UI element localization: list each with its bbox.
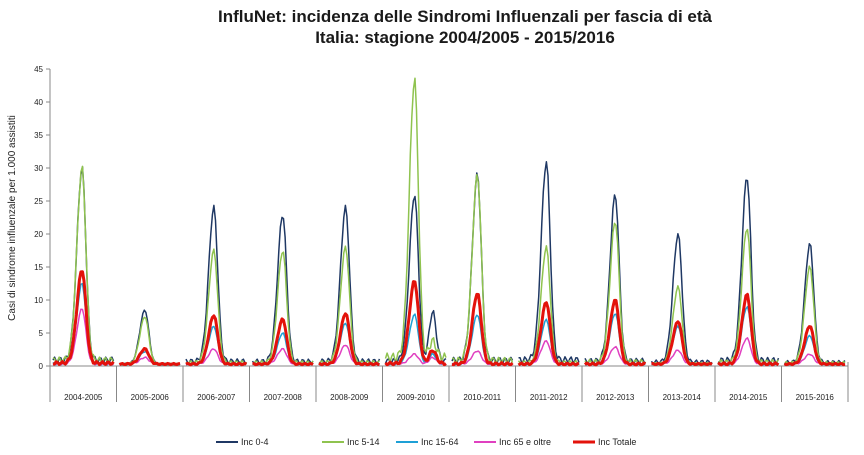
season-label: 2009-2010 <box>397 393 436 402</box>
legend-label: Inc 15-64 <box>421 437 459 447</box>
series-line-inc-totale <box>118 347 181 367</box>
series-line-inc-5-14 <box>584 222 647 365</box>
series-line-inc-totale <box>717 292 780 367</box>
series-line-inc-totale <box>318 312 380 367</box>
series-line-inc-5-14 <box>252 251 314 366</box>
series-line-inc-15-64 <box>717 305 779 366</box>
series-line-inc-15-64 <box>52 282 114 366</box>
series-line-inc-0-4 <box>318 204 381 365</box>
season-label: 2015-2016 <box>796 393 835 402</box>
series-line-inc-5-14 <box>384 77 447 363</box>
series-line-inc-65-e-oltre <box>52 308 114 366</box>
series-line-inc-totale <box>651 320 713 367</box>
y-tick-label: 0 <box>39 362 44 371</box>
y-tick-label: 10 <box>34 296 43 305</box>
y-tick-label: 5 <box>39 329 44 338</box>
series-line-inc-totale <box>252 317 314 367</box>
season-label: 2012-2013 <box>596 393 635 402</box>
series-line-inc-15-64 <box>584 313 646 366</box>
season-label: 2013-2014 <box>663 393 702 402</box>
legend: Inc 0-4 Inc 5-14 Inc 15-64 Inc 65 e oltre In… <box>216 437 636 447</box>
y-tick-label: 15 <box>34 263 43 272</box>
y-axis-label: Casi di sindrome influenzale per 1.000 a… <box>7 115 18 321</box>
season-label: 2014-2015 <box>729 393 768 402</box>
axes-group: 0 5 10 15 20 25 30 35 40 45 2004-2005 2005-2006 2006… <box>34 65 849 402</box>
y-tick-label: 40 <box>34 98 43 107</box>
series-line-inc-5-14 <box>651 285 713 366</box>
series-line-inc-totale <box>185 314 248 367</box>
chart-title: InfluNet: incidenza delle Sindromi Influ… <box>218 7 713 26</box>
season-label: 2007-2008 <box>264 393 303 402</box>
series-line-inc-totale <box>583 298 647 367</box>
series-line-inc-0-4 <box>584 194 646 365</box>
series-line-inc-0-4 <box>650 233 713 365</box>
legend-label: Inc Totale <box>598 437 636 447</box>
series-line-inc-0-4 <box>251 216 314 365</box>
legend-label: Inc 5-14 <box>347 437 380 447</box>
y-tick-label: 45 <box>34 65 43 74</box>
y-tick-label: 30 <box>34 164 43 173</box>
legend-label: Inc 65 e oltre <box>499 437 551 447</box>
season-label: 2011-2012 <box>530 393 568 402</box>
series-line-inc-0-4 <box>384 195 447 364</box>
series-line-inc-totale <box>384 280 447 367</box>
series-line-inc-5-14 <box>52 165 115 364</box>
legend-label: Inc 0-4 <box>241 437 269 447</box>
chart-subtitle: Italia: stagione 2004/2005 - 2015/2016 <box>315 28 615 47</box>
season-label: 2004-2005 <box>64 393 103 402</box>
series-line-inc-5-14 <box>517 245 580 365</box>
series-line-inc-totale <box>517 301 580 367</box>
series-line-inc-0-4 <box>52 166 115 364</box>
series-line-inc-totale <box>451 292 514 367</box>
y-tick-label: 20 <box>34 230 43 239</box>
series-line-inc-totale <box>783 325 846 367</box>
series-line-inc-5-14 <box>185 248 248 366</box>
plot-lines-group <box>52 77 846 367</box>
series-line-inc-5-14 <box>452 174 514 364</box>
season-label: 2005-2006 <box>131 393 170 402</box>
season-label: 2008-2009 <box>330 393 369 402</box>
y-tick-label: 35 <box>34 131 43 140</box>
y-tick-label: 25 <box>34 197 43 206</box>
season-label: 2006-2007 <box>197 393 236 402</box>
season-label: 2010-2011 <box>463 393 501 402</box>
series-line-inc-0-4 <box>717 179 780 364</box>
series-line-inc-0-4 <box>185 204 247 365</box>
series-line-inc-totale <box>52 270 115 367</box>
